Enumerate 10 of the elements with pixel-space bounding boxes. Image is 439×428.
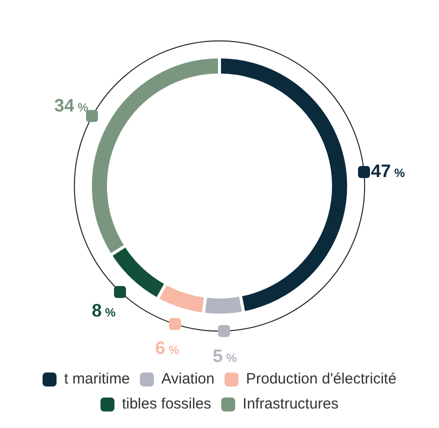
- legend-label: t maritime: [64, 370, 130, 388]
- legend-label: Aviation: [161, 370, 214, 388]
- data-label: 5 %: [212, 346, 238, 366]
- data-label: 6 %: [155, 338, 180, 358]
- legend-label: Infrastructures: [242, 396, 339, 413]
- legend-label: Production d'électricité: [246, 370, 396, 388]
- legend-label: tibles fossiles: [122, 396, 212, 413]
- data-label: 47 %: [370, 161, 406, 182]
- data-label: 34 %: [54, 96, 89, 116]
- data-label: 8 %: [92, 300, 116, 320]
